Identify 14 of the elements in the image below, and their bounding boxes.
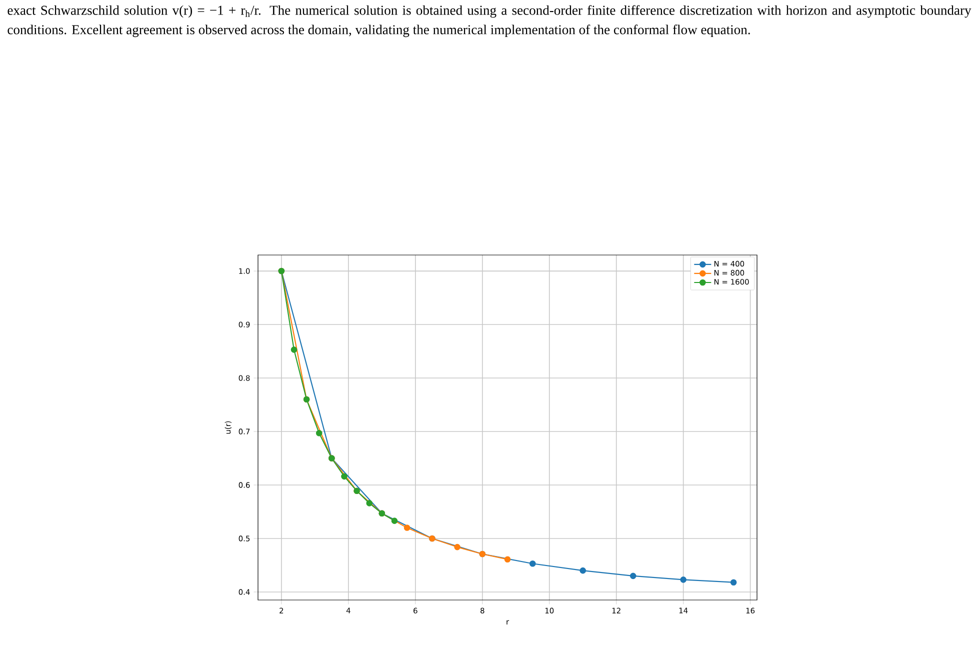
point — [730, 579, 737, 586]
point — [454, 544, 460, 550]
point — [680, 576, 686, 583]
point — [630, 572, 636, 580]
point — [580, 567, 586, 574]
point — [366, 500, 373, 506]
point — [504, 556, 511, 562]
point — [316, 430, 322, 436]
text: exact Schwarzschild solution v(r) = −1 + r$_{h}$/r. The numerical solution is obtained using a second-order finite difference discretization with horizon and asymptotic boundary conditions. Excellent agreement is observed across the domain, validating the numerical implementation of the conformal flow equation. — [8, 5, 972, 38]
point — [290, 346, 298, 353]
point — [391, 518, 398, 524]
point — [529, 560, 536, 567]
point — [341, 473, 348, 480]
point — [404, 524, 410, 531]
